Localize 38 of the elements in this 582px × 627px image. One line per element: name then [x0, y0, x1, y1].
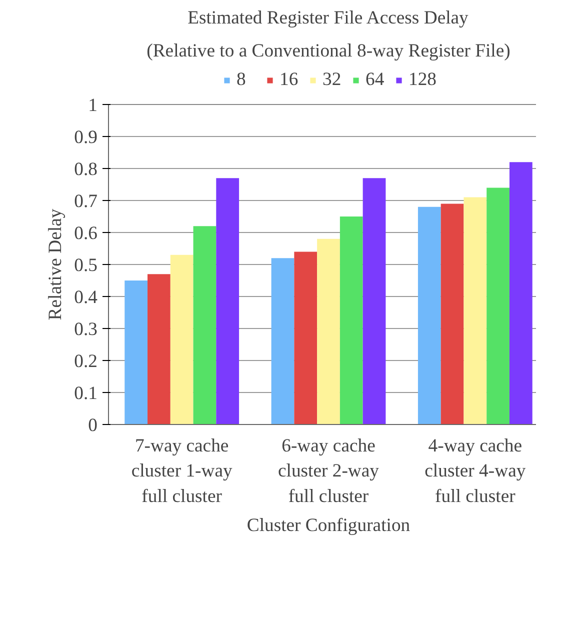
bar	[464, 197, 487, 424]
chart-title: Estimated Register File Access Delay	[188, 8, 470, 28]
bar	[362, 178, 386, 424]
bar	[317, 238, 340, 424]
bar	[124, 280, 148, 424]
y-tick-label: 0.8	[74, 159, 98, 180]
bar	[340, 216, 363, 424]
bar	[148, 274, 170, 424]
y-tick-label: 0.2	[74, 351, 98, 372]
legend-label: 128	[408, 69, 436, 91]
bar	[271, 258, 294, 424]
legend-label: 8	[236, 69, 247, 91]
y-tick-label: 0.4	[74, 287, 98, 308]
legend-label: 64	[366, 69, 386, 91]
x-tick-label: 7-way cache cluster 1-way full cluster	[131, 436, 234, 507]
y-tick-label: 0.7	[74, 191, 98, 212]
y-tick-label: 0.3	[74, 319, 98, 340]
chart-subtitle: (Relative to a Conventional 8-way Register File)	[146, 40, 510, 62]
y-tick-label: 0	[88, 415, 98, 436]
x-axis-title: Cluster Configuration	[246, 514, 411, 536]
y-tick-label: 0.6	[74, 223, 98, 244]
bar	[216, 178, 240, 424]
x-tick-label: 4-way cache cluster 4-way full cluster	[424, 436, 526, 507]
bar	[509, 162, 532, 424]
y-tick-label: 1	[88, 95, 98, 116]
bar	[294, 252, 318, 424]
y-tick-label: 0.5	[74, 255, 98, 276]
bar	[193, 226, 216, 424]
y-tick-label: 0.1	[74, 383, 98, 404]
bar	[486, 188, 510, 424]
y-axis-title: Relative Delay	[45, 208, 66, 320]
y-tick-label: 0.9	[74, 127, 98, 148]
legend-label: 16	[280, 69, 300, 91]
bar	[418, 206, 441, 424]
bar	[440, 204, 464, 424]
legend-label: 32	[322, 69, 342, 91]
x-tick-label: 6-way cache cluster 2-way full cluster	[278, 436, 380, 507]
bar	[170, 254, 194, 424]
